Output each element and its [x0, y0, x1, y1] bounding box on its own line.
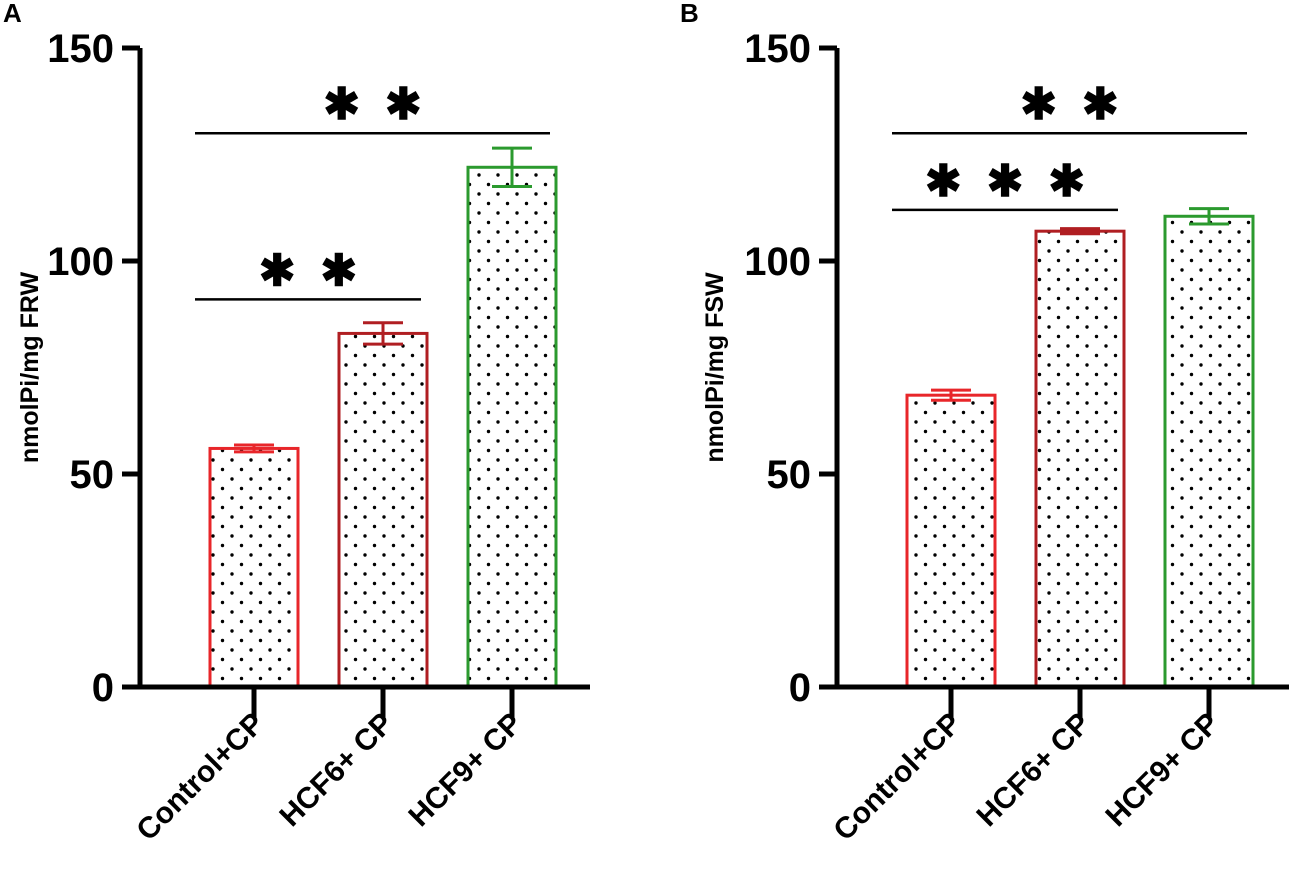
panel-letter: A [3, 0, 22, 28]
bar-2 [1034, 229, 1126, 689]
significance-label: ✱ ✱ [259, 246, 366, 295]
y-tick-label: 0 [789, 666, 811, 710]
y-tick-label: 100 [744, 240, 811, 284]
category-label: Control+CP [130, 707, 271, 848]
error-bar-2 [1060, 227, 1100, 236]
panel-letter: B [680, 0, 699, 28]
y-tick-label: 100 [47, 240, 114, 284]
error-bar-3 [492, 146, 532, 188]
y-tick-label: 50 [767, 453, 812, 497]
error-bar-2 [363, 321, 403, 346]
bar-1 [208, 446, 300, 689]
category-label: Control+CP [827, 707, 968, 848]
bar-2 [337, 331, 429, 689]
category-label: HCF6+ CP [970, 707, 1096, 833]
significance-label: ✱ ✱ [1020, 80, 1127, 129]
error-bar-1 [234, 443, 274, 454]
category-label: HCF6+ CP [273, 707, 399, 833]
y-tick-label: 150 [47, 27, 114, 71]
y-axis-label: nmolPi/mg FRW [16, 271, 44, 463]
error-bar-3 [1189, 207, 1229, 226]
bar-3 [466, 165, 558, 689]
y-tick-label: 150 [744, 27, 811, 71]
category-label: HCF9+ CP [402, 707, 528, 833]
significance-label: ✱ ✱ ✱ [925, 157, 1093, 206]
y-axis-label: nmolPi/mg FSW [701, 272, 729, 463]
y-tick-label: 0 [92, 666, 114, 710]
y-tick-label: 50 [70, 453, 115, 497]
bar-3 [1163, 214, 1255, 689]
error-bar-1 [931, 388, 971, 402]
significance-label: ✱ ✱ [323, 80, 430, 129]
bar-1 [905, 393, 997, 689]
category-label: HCF9+ CP [1099, 707, 1225, 833]
